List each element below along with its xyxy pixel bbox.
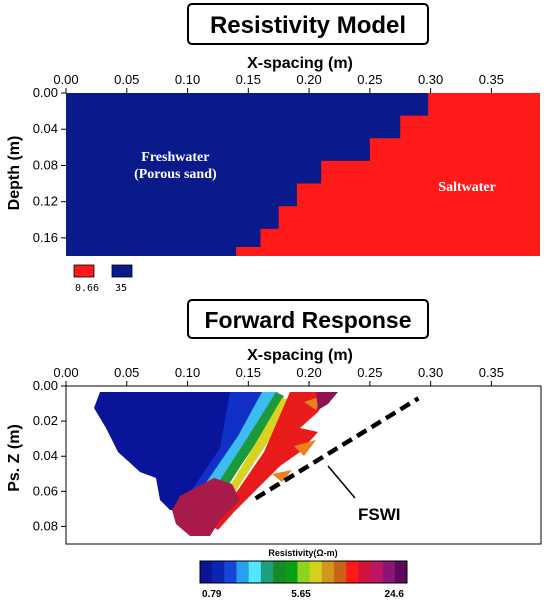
freshwater-label: Freshwater bbox=[141, 150, 209, 165]
x-tick-label: 0.10 bbox=[175, 72, 200, 87]
model-x-axis-label: X-spacing (m) bbox=[247, 55, 353, 72]
model-y-axis-label: Depth (m) bbox=[6, 136, 23, 211]
model-title: Resistivity Model bbox=[210, 12, 406, 39]
colorbar-cell bbox=[212, 561, 225, 583]
y-tick-label: 0.06 bbox=[33, 483, 58, 498]
y-tick-label: 0.04 bbox=[33, 121, 58, 136]
x-tick-label: 0.30 bbox=[418, 365, 443, 380]
model-legend: 0.66 35 bbox=[73, 264, 133, 294]
model-title-box: Resistivity Model bbox=[187, 3, 429, 45]
colorbar-cell bbox=[260, 561, 274, 583]
colorbar-cell bbox=[394, 561, 408, 583]
pseudosection-red-zone bbox=[212, 392, 330, 530]
x-tick-label: 0.15 bbox=[236, 365, 261, 380]
colorbar-cell bbox=[370, 561, 383, 583]
colorbar-cell bbox=[333, 561, 347, 583]
x-tick-label: 0.20 bbox=[296, 365, 321, 380]
model-y-ticks: 0.00 0.04 0.08 0.12 0.16 bbox=[33, 85, 66, 245]
fswi-interface-line bbox=[254, 396, 420, 501]
fswi-pointer-line bbox=[327, 465, 356, 499]
colorbar-cell bbox=[224, 561, 237, 583]
x-tick-label: 0.00 bbox=[53, 72, 78, 87]
legend-swatch-saltwater bbox=[73, 264, 95, 278]
x-tick-label: 0.20 bbox=[296, 72, 321, 87]
response-x-ticks: 0.00 0.05 0.10 0.15 0.20 0.25 0.30 0.35 bbox=[53, 365, 504, 386]
x-tick-label: 0.35 bbox=[479, 365, 504, 380]
colorbar-cell bbox=[273, 561, 286, 583]
colorbar-cell bbox=[200, 561, 213, 583]
x-tick-label: 0.00 bbox=[53, 365, 78, 380]
response-x-axis-label: X-spacing (m) bbox=[247, 347, 353, 364]
y-tick-label: 0.02 bbox=[33, 413, 58, 428]
y-tick-label: 0.12 bbox=[33, 194, 58, 209]
colorbar-tick-mid: 5.65 bbox=[291, 589, 311, 600]
colorbar-label: Resistivity(Ω-m) bbox=[268, 548, 337, 558]
pseudosection-right-tail bbox=[316, 392, 338, 410]
porous-sand-label: (Porous sand) bbox=[134, 167, 217, 182]
x-tick-label: 0.30 bbox=[418, 72, 443, 87]
colorbar-border bbox=[199, 560, 408, 584]
colorbar-tick-min: 0.79 bbox=[202, 589, 222, 600]
colorbar-cell bbox=[309, 561, 323, 583]
colorbar: Resistivity(Ω-m) 0.79 5.65 24.6 bbox=[199, 548, 408, 600]
x-tick-label: 0.35 bbox=[479, 72, 504, 87]
saltwater-region bbox=[236, 93, 540, 256]
colorbar-cell bbox=[346, 561, 359, 583]
response-y-ticks: 0.00 0.02 0.04 0.06 0.08 bbox=[33, 378, 66, 533]
y-tick-label: 0.00 bbox=[33, 378, 58, 393]
y-tick-label: 0.00 bbox=[33, 85, 58, 100]
x-tick-label: 0.05 bbox=[114, 365, 139, 380]
pseudosection-lower-red-lobe bbox=[172, 478, 240, 536]
forward-response-chart: Forward Response X-spacing (m) Ps. Z (m)… bbox=[6, 299, 542, 600]
y-tick-label: 0.08 bbox=[33, 518, 58, 533]
legend-label-saltwater: 0.66 bbox=[75, 283, 99, 294]
colorbar-cell bbox=[358, 561, 371, 583]
pseudosection-orange-patches bbox=[272, 396, 322, 482]
response-y-axis-label: Ps. Z (m) bbox=[6, 424, 23, 492]
x-tick-label: 0.25 bbox=[357, 72, 382, 87]
colorbar-cell bbox=[248, 561, 262, 583]
colorbar-cell bbox=[297, 561, 310, 583]
pseudosection bbox=[94, 392, 338, 536]
legend-label-freshwater: 35 bbox=[115, 283, 127, 294]
x-tick-label: 0.25 bbox=[357, 365, 382, 380]
model-x-ticks: 0.00 0.05 0.10 0.15 0.20 0.25 0.30 0.35 bbox=[53, 72, 504, 93]
x-tick-label: 0.15 bbox=[236, 72, 261, 87]
x-tick-label: 0.10 bbox=[175, 365, 200, 380]
colorbar-cell bbox=[236, 561, 250, 583]
response-title-box: Forward Response bbox=[187, 299, 429, 339]
colorbar-cells bbox=[199, 560, 408, 584]
legend-swatch-freshwater bbox=[111, 264, 133, 278]
x-tick-label: 0.05 bbox=[114, 72, 139, 87]
colorbar-cell bbox=[382, 561, 396, 583]
fswi-label: FSWI bbox=[358, 505, 401, 524]
saltwater-label: Saltwater bbox=[438, 180, 496, 195]
resistivity-model-chart: Resistivity Model X-spacing (m) Depth (m… bbox=[6, 3, 540, 294]
response-title: Forward Response bbox=[204, 307, 411, 333]
y-tick-label: 0.08 bbox=[33, 157, 58, 172]
colorbar-cell bbox=[285, 561, 298, 583]
colorbar-cell bbox=[321, 561, 335, 583]
y-tick-label: 0.16 bbox=[33, 230, 58, 245]
y-tick-label: 0.04 bbox=[33, 448, 58, 463]
colorbar-tick-max: 24.6 bbox=[385, 589, 405, 600]
